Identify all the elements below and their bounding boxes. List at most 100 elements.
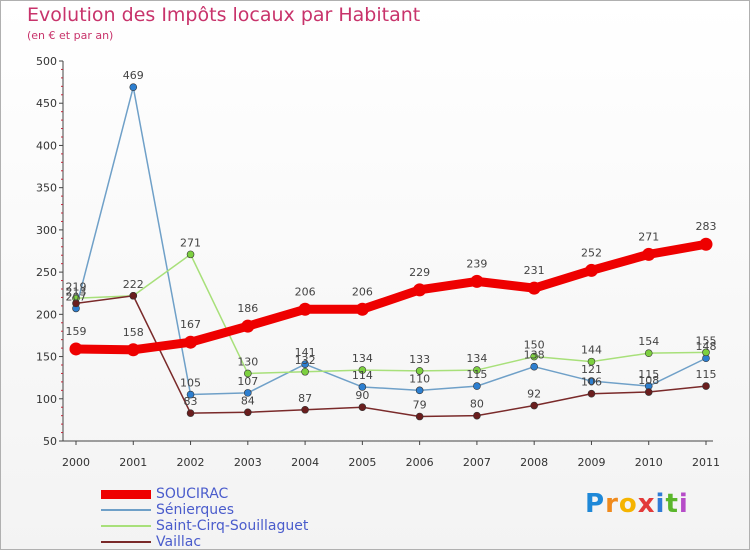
data-point [301,367,309,376]
y-tick-label: 400 [36,139,57,152]
y-tick-label: 300 [36,224,57,237]
data-point [244,389,252,397]
x-tick-label: 2009 [577,456,605,469]
x-tick-label: 2011 [692,456,720,469]
data-point [415,386,424,395]
x-tick-label: 2006 [406,456,434,469]
data-label: 206 [295,285,316,298]
legend-label: Sénierques [156,502,235,518]
data-label: 271 [638,230,659,243]
data-label: 219 [66,280,87,293]
y-tick-label: 100 [36,393,57,406]
data-label: 79 [413,399,427,412]
x-tick-label: 2010 [635,456,663,469]
data-point [186,390,195,399]
x-tick-label: 2005 [348,456,376,469]
data-label: 158 [123,326,144,339]
data-point [244,369,252,378]
data-point [244,408,252,417]
data-label: 206 [352,285,373,298]
data-point [702,382,710,390]
data-point [473,382,481,390]
data-label: 222 [123,278,144,291]
legend-item: SOUCIRAC [101,486,228,502]
y-tick-label: 450 [36,97,57,110]
data-point [587,357,596,366]
data-label: 121 [581,363,602,376]
data-label: 469 [123,69,144,82]
data-point [241,319,255,333]
data-point [72,299,80,308]
legend-item: Sénierques [101,502,234,518]
data-label: 150 [524,339,545,352]
x-tick-label: 2007 [463,456,491,469]
data-point [358,366,367,374]
legend-swatch [101,525,151,527]
data-point [129,291,138,300]
data-label: 239 [466,257,487,270]
data-point [642,247,656,261]
data-label: 252 [581,246,602,259]
legend-item: Saint-Cirq-Souillaguet [101,518,308,534]
data-label: 90 [355,389,369,402]
data-label: 87 [298,392,312,405]
data-label: 138 [524,349,545,362]
data-label: 154 [638,335,659,348]
data-point [129,83,138,91]
data-label: 144 [581,344,602,357]
data-label: 133 [409,353,430,366]
data-point [186,250,195,259]
x-tick-label: 2008 [520,456,548,469]
data-label: 92 [527,388,541,401]
legend-swatch [101,509,151,511]
data-point [702,348,710,357]
series-line [75,295,707,418]
data-label: 114 [352,369,373,382]
data-point [699,237,713,251]
data-point [473,411,481,420]
y-tick-label: 250 [36,266,57,279]
data-point [644,349,653,357]
legend-label: Vaillac [156,534,202,550]
data-label: 110 [409,372,430,385]
data-point [587,377,596,385]
chart-subtitle: (en € et par an) [27,29,114,42]
y-tick-label: 50 [43,435,57,448]
y-tick-label: 200 [36,308,57,321]
data-label: 105 [180,377,201,390]
data-label: 83 [184,395,198,408]
data-label: 130 [237,355,258,368]
data-label: 80 [470,398,484,411]
data-label: 271 [180,236,201,249]
x-tick-label: 2004 [291,456,319,469]
x-tick-label: 2001 [119,456,147,469]
legend-swatch [101,541,151,543]
data-point [584,263,598,277]
data-label: 115 [696,368,717,381]
data-label: 84 [241,394,255,407]
data-point [301,405,309,414]
x-tick-label: 2003 [234,456,262,469]
data-point [473,366,481,374]
data-label: 134 [352,352,373,365]
data-point [415,367,424,375]
data-point [415,412,424,421]
data-label: 231 [524,264,545,277]
data-label: 155 [696,334,717,347]
data-label: 107 [237,375,258,388]
data-point [644,388,653,396]
data-label: 115 [638,368,659,381]
y-tick-label: 350 [36,182,57,195]
legend-item: Vaillac [101,534,201,550]
data-label: 186 [237,302,258,315]
data-point [587,389,596,398]
data-label: 229 [409,266,430,279]
data-label: 283 [696,220,717,233]
data-point [530,352,538,361]
legend-swatch [101,489,151,499]
data-point [126,343,140,357]
data-point [530,362,538,371]
data-label: 106 [581,376,602,389]
series-line [71,239,711,355]
